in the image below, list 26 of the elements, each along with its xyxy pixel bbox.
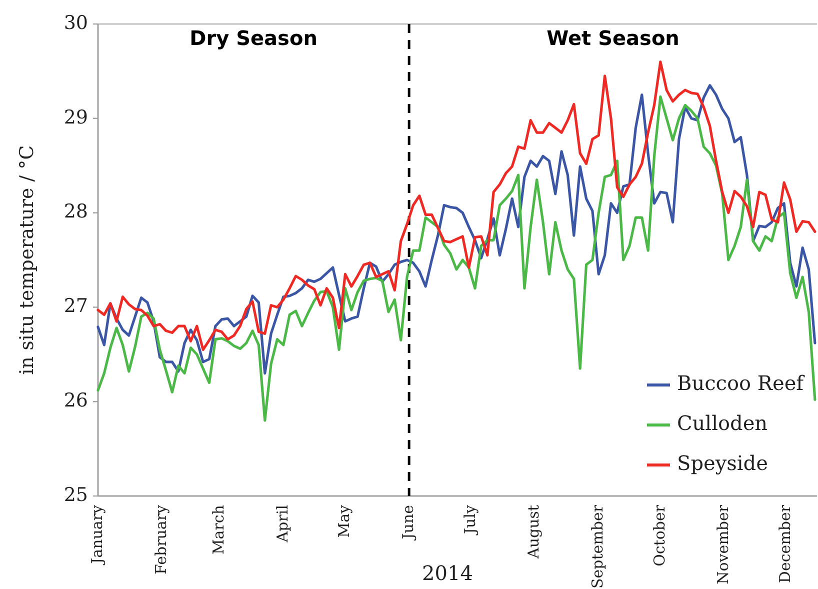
annotation: Dry Season [190, 26, 318, 50]
x-axis-title: 2014 [422, 561, 473, 586]
y-tick-label: 25 [64, 484, 88, 506]
x-tick-label: October [650, 504, 668, 566]
x-tick-label: June [398, 504, 417, 542]
legend-label: Culloden [677, 411, 768, 436]
y-tick-label: 26 [64, 390, 88, 412]
legend-label: Speyside [677, 451, 768, 476]
x-tick-label: September [588, 504, 607, 589]
y-tick-label: 27 [64, 295, 88, 318]
annotation: Wet Season [546, 26, 680, 50]
x-tick-label: November [714, 504, 732, 584]
y-tick-label: 28 [64, 200, 88, 223]
y-tick-label: 30 [64, 12, 88, 34]
y-tick-label: 29 [64, 106, 88, 128]
x-tick-label: July [460, 504, 479, 536]
y-axis-title: in situ temperature / °C [16, 145, 38, 375]
line-series [96, 60, 816, 351]
x-tick-label: May [335, 504, 354, 538]
x-tick-label: February [152, 504, 170, 574]
x-tick-label: March [209, 504, 228, 555]
x-tick-label: August [524, 505, 543, 560]
x-tick-label: January [88, 504, 106, 566]
x-tick-label: December [776, 504, 794, 584]
x-tick-label: April [273, 504, 292, 544]
legend-label: Buccoo Reef [677, 371, 806, 396]
